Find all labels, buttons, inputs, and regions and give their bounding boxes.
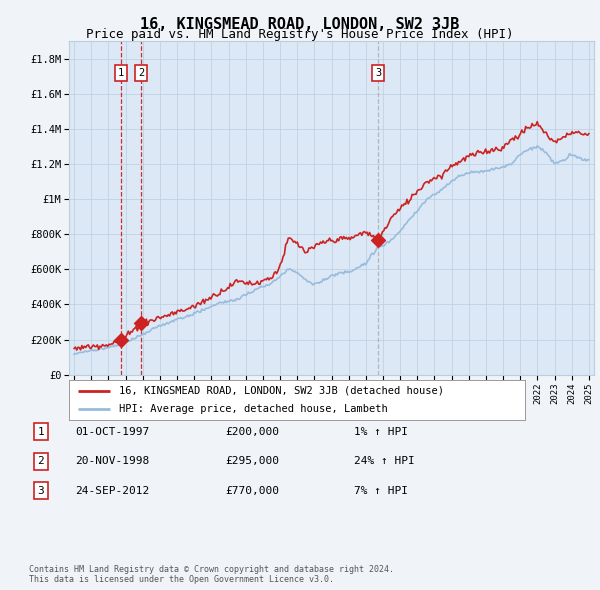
- Text: 2: 2: [138, 68, 145, 78]
- Text: 16, KINGSMEAD ROAD, LONDON, SW2 3JB: 16, KINGSMEAD ROAD, LONDON, SW2 3JB: [140, 17, 460, 31]
- Text: £295,000: £295,000: [225, 457, 279, 466]
- Text: Price paid vs. HM Land Registry's House Price Index (HPI): Price paid vs. HM Land Registry's House …: [86, 28, 514, 41]
- Text: 24-SEP-2012: 24-SEP-2012: [75, 486, 149, 496]
- Point: [116, 335, 126, 345]
- Text: Contains HM Land Registry data © Crown copyright and database right 2024.
This d: Contains HM Land Registry data © Crown c…: [29, 565, 394, 584]
- Text: 16, KINGSMEAD ROAD, LONDON, SW2 3JB (detached house): 16, KINGSMEAD ROAD, LONDON, SW2 3JB (det…: [119, 386, 444, 396]
- Text: 1: 1: [37, 427, 44, 437]
- Text: 3: 3: [375, 68, 382, 78]
- Text: 01-OCT-1997: 01-OCT-1997: [75, 427, 149, 437]
- Text: 3: 3: [37, 486, 44, 496]
- Text: £770,000: £770,000: [225, 486, 279, 496]
- Text: 24% ↑ HPI: 24% ↑ HPI: [354, 457, 415, 466]
- Text: HPI: Average price, detached house, Lambeth: HPI: Average price, detached house, Lamb…: [119, 404, 388, 414]
- Text: £200,000: £200,000: [225, 427, 279, 437]
- Point: [374, 235, 383, 244]
- Text: 2: 2: [37, 457, 44, 466]
- Text: 20-NOV-1998: 20-NOV-1998: [75, 457, 149, 466]
- Point: [137, 318, 146, 327]
- Text: 7% ↑ HPI: 7% ↑ HPI: [354, 486, 408, 496]
- Text: 1% ↑ HPI: 1% ↑ HPI: [354, 427, 408, 437]
- Text: 1: 1: [118, 68, 124, 78]
